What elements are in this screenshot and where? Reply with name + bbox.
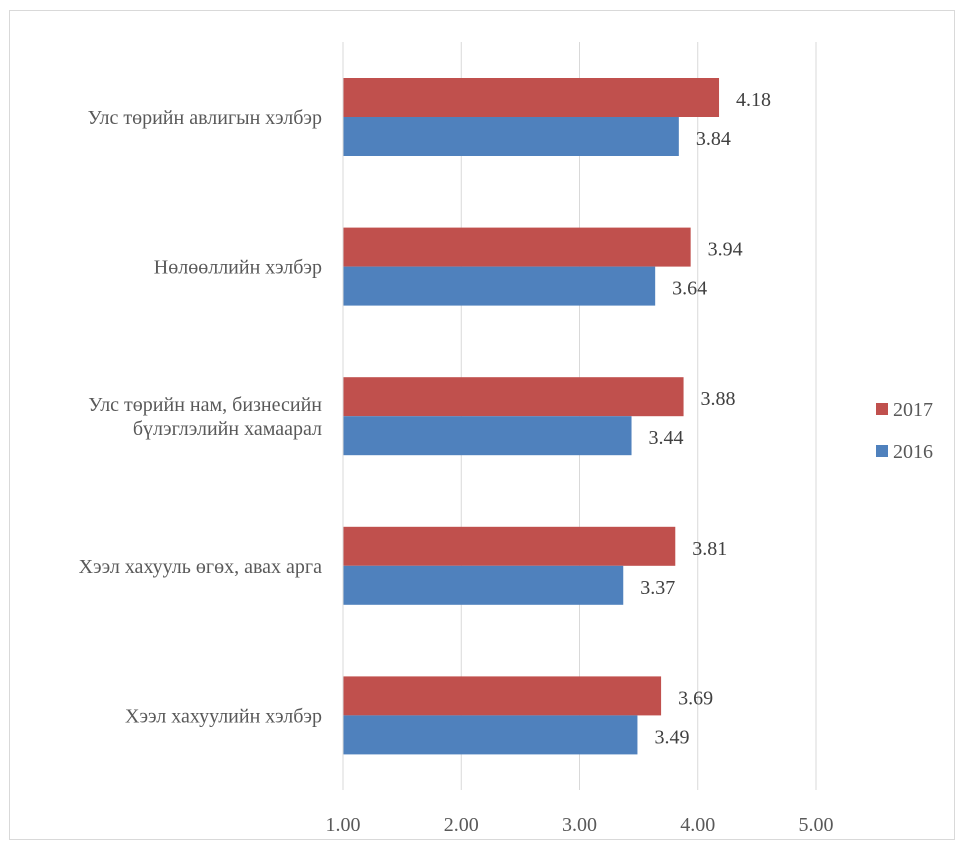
bar-2017-0 (343, 78, 720, 117)
bar-2016-3 (343, 565, 624, 605)
bar-2017-4 (343, 676, 662, 716)
category-label: Хээл хахууль өгөх, авах арга (79, 556, 323, 578)
legend-label-2017: 2017 (893, 399, 933, 421)
data-label-2016-3: 3.37 (640, 577, 675, 599)
data-label-2016-2: 3.44 (649, 427, 684, 449)
x-tick-label: 2.00 (444, 814, 479, 836)
category-label: Улс төрийн нам, бизнесийн (88, 394, 322, 416)
x-tick-label: 3.00 (562, 814, 597, 836)
category-label: Хээл хахуулийн хэлбэр (125, 705, 322, 727)
bar-2016-0 (343, 117, 679, 156)
bar-2017-1 (343, 227, 691, 267)
legend-label-2016: 2016 (893, 441, 933, 463)
bar-2017-3 (343, 526, 676, 566)
bar-2017-2 (343, 377, 684, 417)
legend-swatch-2016 (876, 445, 888, 457)
data-label-2017-2: 3.88 (701, 388, 736, 410)
bar-2016-2 (343, 416, 632, 456)
category-label: Улс төрийн авлигын хэлбэр (88, 107, 322, 129)
data-label-2017-4: 3.69 (678, 687, 713, 709)
x-tick-label: 1.00 (326, 814, 361, 836)
data-label-2016-1: 3.64 (672, 278, 707, 300)
category-label: бүлэглэлийн хамаарал (133, 418, 322, 440)
data-label-2017-3: 3.81 (692, 538, 727, 560)
x-tick-label: 5.00 (799, 814, 834, 836)
data-label-2016-0: 3.84 (696, 128, 731, 150)
legend-swatch-2017 (876, 403, 888, 415)
x-tick-label: 4.00 (680, 814, 715, 836)
data-label-2017-1: 3.94 (708, 239, 743, 261)
data-label-2017-0: 4.18 (736, 89, 771, 111)
bar-2016-1 (343, 266, 656, 306)
bar-2016-4 (343, 715, 638, 755)
data-label-2016-4: 3.49 (654, 726, 689, 748)
category-label: Нөлөөллийн хэлбэр (154, 257, 322, 279)
